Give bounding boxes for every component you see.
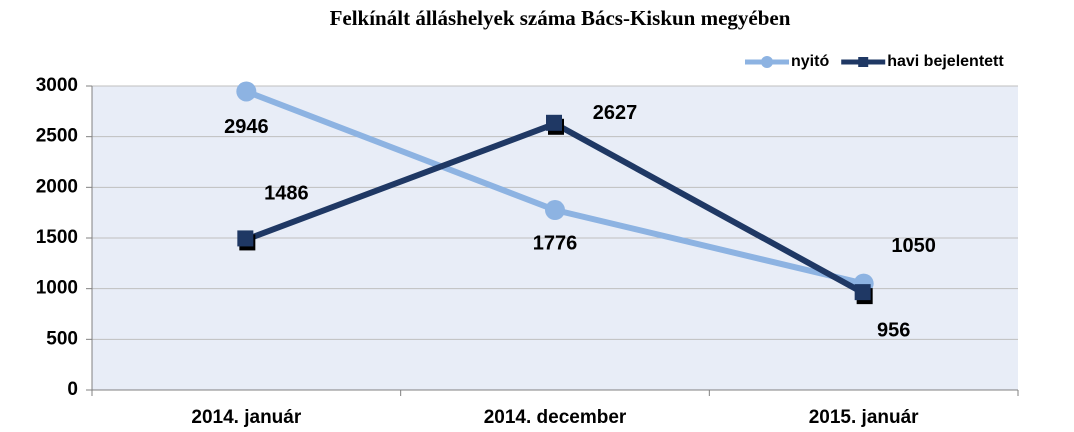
x-tick-label: 2015. január (809, 407, 919, 428)
y-tick-label: 0 (67, 379, 78, 400)
x-tick-label: 2014. január (191, 407, 301, 428)
marker (545, 200, 565, 221)
data-label: 1776 (533, 232, 578, 254)
x-tick-label: 2014. december (484, 407, 627, 428)
y-tick-label: 1000 (36, 278, 78, 299)
marker (854, 284, 871, 301)
data-label: 1050 (891, 235, 936, 257)
data-label: 2627 (593, 102, 638, 124)
data-label: 956 (877, 319, 910, 341)
y-tick-label: 3000 (36, 75, 78, 96)
legend-label: nyitó (791, 53, 829, 70)
y-tick-label: 2000 (36, 176, 78, 197)
marker (236, 81, 257, 102)
y-tick-label: 1500 (36, 227, 78, 248)
data-label: 2946 (224, 116, 269, 138)
marker (546, 114, 562, 131)
legend-marker (761, 56, 773, 68)
legend-marker (858, 57, 869, 67)
marker (237, 230, 254, 247)
y-tick-label: 500 (46, 328, 78, 349)
y-tick-label: 2500 (36, 126, 78, 147)
chart-title: Felkínált álláshelyek száma Bács-Kiskun … (330, 6, 791, 30)
data-label: 1486 (264, 183, 309, 205)
legend-label: havi bejelentett (887, 53, 1004, 70)
